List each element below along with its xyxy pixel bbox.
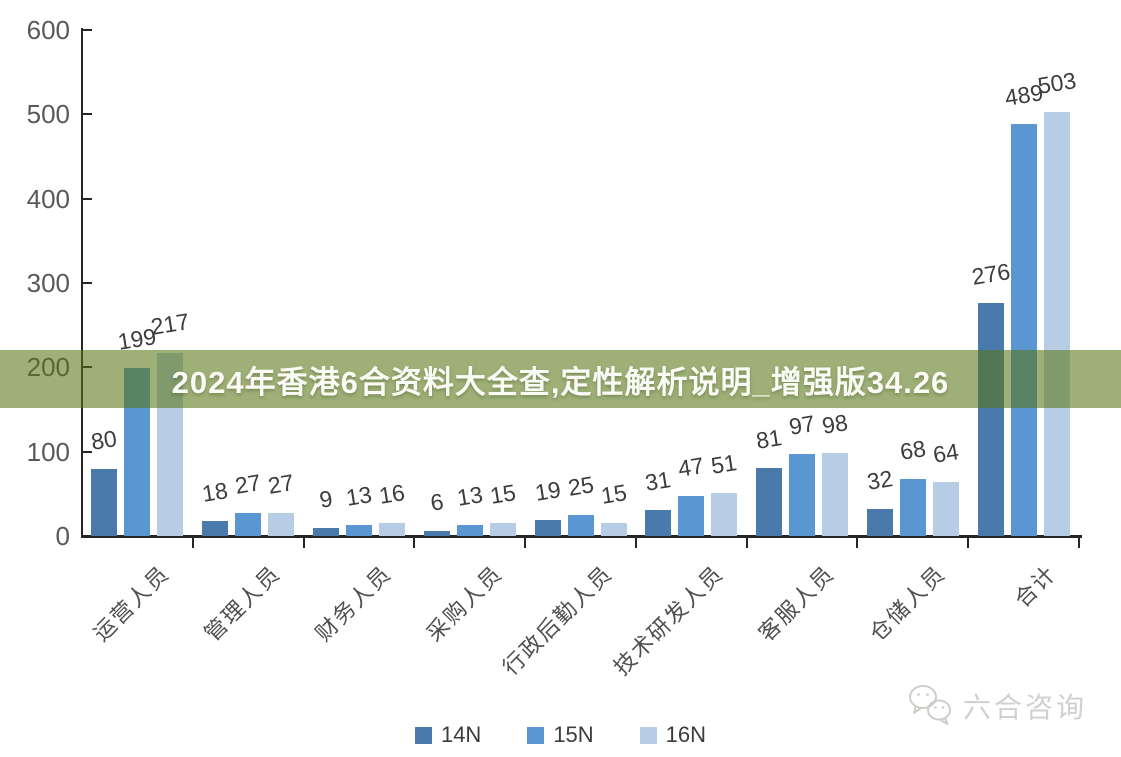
x-axis-tick-mark: [302, 538, 305, 548]
bar-16N-仓储人员: [932, 482, 959, 536]
x-axis-line: [81, 535, 1082, 538]
legend-swatch-15N: [527, 726, 545, 744]
watermark: 六合咨询: [908, 683, 1087, 729]
bar-14N-财务人员: [312, 528, 339, 536]
bar-value-label: 503: [1035, 66, 1078, 99]
legend-swatch-14N: [414, 726, 432, 744]
y-axis-tick-mark: [83, 29, 92, 31]
y-axis-tick-mark: [83, 450, 92, 453]
x-axis-category-label: 财务人员: [310, 560, 397, 647]
y-axis-tick-label: 300: [26, 268, 70, 298]
legend-swatch-16N: [639, 726, 657, 744]
x-axis-category-label: 管理人员: [199, 560, 286, 647]
bar-16N-合计: [1043, 111, 1070, 536]
x-axis-category-label: 技术研发人员: [608, 560, 729, 681]
x-axis-tick-mark: [413, 538, 416, 548]
bar-14N-技术研发人员: [645, 509, 672, 536]
bar-16N-管理人员: [268, 513, 295, 536]
x-axis-tick-mark: [967, 538, 970, 548]
bar-16N-采购人员: [489, 523, 516, 536]
legend: 14N 15N 16N: [0, 720, 1121, 750]
x-axis-category-label: 运营人员: [89, 560, 175, 647]
x-axis-tick-mark: [524, 538, 527, 548]
bar-16N-行政后勤人员: [600, 523, 627, 536]
legend-item-14N: 14N: [414, 722, 482, 748]
bar-14N-合计: [977, 303, 1004, 536]
x-axis-tick-mark: [634, 538, 637, 548]
bar-14N-仓储人员: [866, 509, 893, 536]
x-axis-tick-mark: [191, 538, 194, 548]
watermark-text: 六合咨询: [962, 692, 1087, 723]
bar-15N-合计: [1010, 123, 1037, 536]
y-axis-line: [81, 28, 83, 537]
bar-14N-客服人员: [756, 467, 783, 536]
bar-15N-技术研发人员: [678, 496, 705, 536]
x-axis-category-label: 采购人员: [421, 560, 507, 647]
bar-14N-采购人员: [423, 530, 450, 536]
y-axis-tick-label: 600: [26, 15, 70, 45]
x-axis-category-label: 行政后勤人员: [498, 560, 618, 681]
wechat-icon: [908, 685, 951, 725]
legend-label-16N: 16N: [665, 722, 707, 747]
bar-15N-采购人员: [456, 525, 483, 536]
bar-14N-运营人员: [91, 468, 118, 536]
bar-15N-管理人员: [235, 513, 262, 536]
y-axis-tick-label: 0: [55, 521, 70, 551]
x-axis-category-label: 仓储人员: [864, 560, 951, 647]
legend-label-15N: 15N: [553, 722, 594, 747]
bar-15N-仓储人员: [899, 478, 926, 536]
legend-label-14N: 14N: [440, 722, 482, 747]
y-axis-tick-label: 100: [26, 436, 70, 467]
bar-16N-客服人员: [822, 453, 849, 536]
x-axis-tick-mark: [1078, 538, 1080, 548]
promo-banner-text: 2024年香港6合资料大全查,定性解析说明_增强版34.26: [171, 364, 950, 400]
y-axis-tick-mark: [83, 197, 92, 200]
x-axis-category-label: 合计: [1009, 560, 1061, 613]
y-axis-tick-mark: [83, 113, 92, 116]
y-axis-tick-label: 500: [26, 99, 70, 130]
promo-banner: 2024年香港6合资料大全查,定性解析说明_增强版34.26: [0, 350, 1121, 408]
legend-item-16N: 16N: [639, 722, 707, 748]
bar-15N-客服人员: [789, 454, 816, 536]
x-axis-category-label: 客服人员: [753, 560, 840, 647]
bar-14N-管理人员: [202, 520, 229, 536]
bar-14N-行政后勤人员: [534, 519, 561, 536]
y-axis-tick-label: 400: [26, 183, 70, 214]
bar-15N-财务人员: [345, 525, 372, 536]
bar-value-label: 217: [149, 308, 192, 340]
legend-item-15N: 15N: [527, 722, 594, 748]
bar-16N-财务人员: [378, 522, 405, 536]
x-axis-tick-mark: [745, 538, 748, 548]
bar-15N-行政后勤人员: [567, 514, 594, 536]
x-axis-tick-mark: [856, 538, 859, 548]
bar-16N-技术研发人员: [711, 492, 738, 536]
y-axis-tick-mark: [83, 282, 92, 284]
